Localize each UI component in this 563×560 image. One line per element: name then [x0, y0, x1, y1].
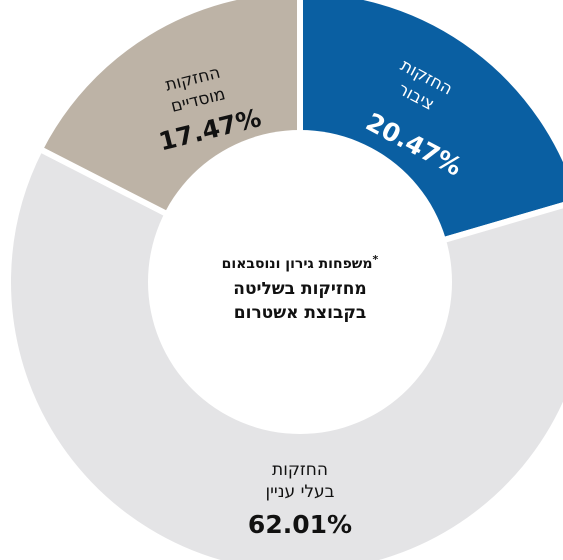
- center-label-line3: בקבוצת אשטרום: [234, 303, 366, 323]
- slice-name-line2: בעלי עניין: [265, 482, 334, 502]
- slice-name-line1: החזקות: [272, 460, 328, 480]
- center-label-line2: מחזיקות בשליטה: [233, 279, 366, 299]
- center-label-line1: *משפחות גירון ונוסבאום: [222, 253, 379, 272]
- slice-value-group: 62.01%: [248, 510, 352, 539]
- center-hole: [148, 130, 452, 434]
- slice-value-label: 62.01%: [248, 510, 352, 539]
